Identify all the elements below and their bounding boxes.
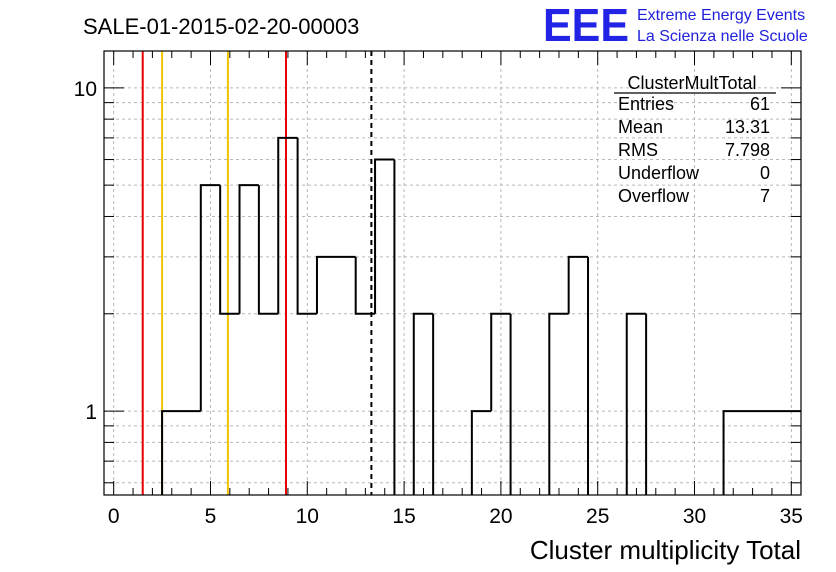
plot-frame: [103, 50, 802, 496]
x-axis: 0 5 10 15 20 25 30 35: [108, 51, 803, 528]
x-tick-label: 30: [683, 505, 706, 528]
x-tick-label: 0: [108, 505, 120, 528]
x-tick-label: 25: [586, 505, 609, 528]
stats-name: ClusterMultTotal: [627, 73, 756, 93]
marker-lines: [141, 51, 373, 495]
stats-box: ClusterMultTotal Entries 61 Mean 13.31 RMS 7.…: [614, 73, 776, 206]
y-axis: 1 10: [74, 78, 801, 484]
stats-value: 7: [760, 186, 770, 206]
stats-label: RMS: [618, 140, 658, 160]
stats-rows: Entries 61 Mean 13.31 RMS 7.798 Underflow 0 Over…: [618, 94, 770, 206]
x-tick-label: 10: [296, 505, 319, 528]
y-tick-label: 10: [74, 78, 97, 101]
x-tick-label: 20: [489, 505, 512, 528]
grid: [104, 51, 801, 495]
stats-label: Entries: [618, 94, 674, 114]
x-axis-title: Cluster multiplicity Total: [530, 535, 801, 565]
stats-value: 13.31: [725, 117, 770, 137]
logo-line-1: Extreme Energy Events: [637, 7, 805, 24]
x-tick-label: 35: [780, 505, 803, 528]
histogram-series: [161, 136, 801, 495]
stats-label: Mean: [618, 117, 663, 137]
logo-line-2: La Scienza nelle Scuole: [637, 28, 808, 45]
logo-mark: EEE: [543, 0, 629, 51]
stats-value: 0: [760, 163, 770, 183]
stats-label: Overflow: [618, 186, 690, 206]
x-tick-label: 15: [392, 505, 415, 528]
stats-label: Underflow: [618, 163, 700, 183]
stats-value: 61: [750, 94, 770, 114]
eee-logo: EEE Extreme Energy Events La Scienza nel…: [543, 0, 808, 51]
x-tick-label: 5: [205, 505, 217, 528]
stats-value: 7.798: [725, 140, 770, 160]
chart-title: SALE-01-2015-02-20-00003: [83, 14, 359, 39]
y-tick-label: 1: [85, 401, 97, 424]
